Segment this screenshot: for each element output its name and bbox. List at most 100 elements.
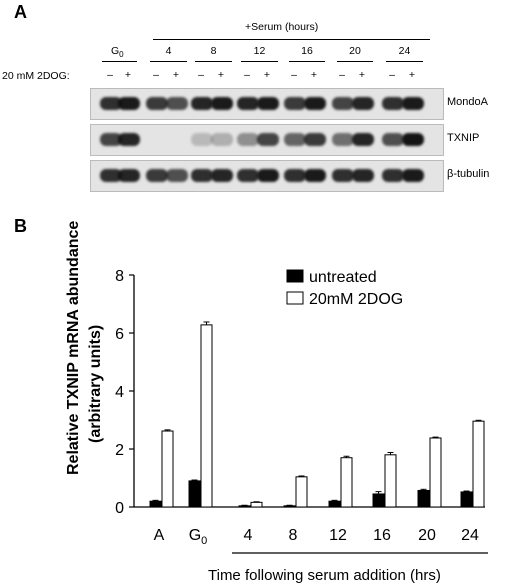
band [118,133,140,146]
bar-2dog [472,420,485,508]
band [352,133,374,146]
time-point-label: 4 [165,45,172,57]
y-tick-label: 2 [115,442,124,459]
bar-untreated [238,505,251,508]
band [100,169,122,182]
band [304,169,326,182]
blot-label-tubulin: β-tubulin [447,168,490,180]
lane-sign: + [172,69,180,81]
x-axis-label: Time following serum addition (hrs) [208,567,441,584]
lane-sign: + [263,69,271,81]
lane-sign: + [408,69,416,81]
lane-sign: – [389,69,395,81]
lane-group-underline [289,61,325,62]
y-axis-label: Relative TXNIP mRNA abundance [65,221,82,475]
lane-group-underline [195,61,232,62]
band [166,169,188,182]
lane-group-underline [386,61,423,62]
y-tick-label: 6 [115,326,124,343]
g0-subscript: 0 [201,535,207,547]
g0-lane-label: G0 [111,45,124,60]
x-tick-label: G0 [189,527,208,547]
band [211,97,233,110]
lane-group-underline [241,61,278,62]
legend-swatch [286,269,304,283]
bar-untreated [372,493,385,508]
time-point-label: 8 [210,45,217,57]
bar-2dog [340,457,353,508]
x-tick-label: 24 [461,527,479,544]
band [237,169,259,182]
band [257,133,279,146]
bar-untreated [149,500,162,508]
band [332,97,354,110]
band [352,97,374,110]
blot-label-txnip: TXNIP [447,132,480,144]
bar-2dog [200,324,213,508]
panel-a-label: A [14,2,27,22]
bar-untreated [283,505,296,508]
band [402,133,424,146]
blot-label-mondoa: MondoA [447,96,488,108]
bar-untreated [460,491,473,508]
band [257,97,279,110]
band [332,169,354,182]
band [382,169,404,182]
band [382,133,404,146]
lane-sign: – [339,69,345,81]
band [100,133,122,146]
band [146,169,168,182]
band [191,169,213,182]
band [284,133,306,146]
legend-label: untreated [309,269,377,286]
lane-sign: – [244,69,250,81]
lane-group-underline [102,61,137,62]
x-tick-label: A [154,527,165,544]
lane-sign: – [198,69,204,81]
lane-sign: – [291,69,297,81]
bar-2dog [384,454,397,508]
x-tick-label: 4 [244,527,253,544]
time-point-label: 24 [398,45,411,57]
band [166,97,188,110]
band [237,97,259,110]
lane-sign: + [310,69,318,81]
band [237,133,259,146]
treatment-label: 20 mM 2DOG: [2,70,70,82]
lane-group-underline [337,61,373,62]
lane-sign: + [217,69,225,81]
bar-untreated [328,500,341,508]
bar-untreated [417,489,430,508]
serum-header: +Serum (hours) [245,21,319,33]
y-tick-label: 8 [115,268,124,285]
lane-sign: – [107,69,113,81]
x-tick-label: 8 [289,527,298,544]
bar-untreated [188,480,201,508]
serum-header-line [153,39,430,40]
band [284,169,306,182]
panel-b-label: B [14,216,27,236]
band [352,169,374,182]
bar-2dog [250,501,263,508]
legend-swatch [286,291,304,305]
band [211,133,233,146]
y-tick-label: 0 [115,500,124,517]
band [211,169,233,182]
band [118,169,140,182]
y-axis-label-units: (arbitrary units) [87,325,104,443]
band [191,133,213,146]
band [382,97,404,110]
blot-tubulin [90,160,444,192]
legend-label: 20mM 2DOG [309,291,403,308]
bar-2dog [161,430,174,508]
bar-2dog [429,437,442,508]
band [191,97,213,110]
band [402,169,424,182]
g0-letter: G [189,527,201,544]
band [146,97,168,110]
y-tick-label: 4 [115,384,124,401]
blot-txnip [90,124,444,156]
bar-2dog [295,476,308,508]
x-tick-label: 12 [329,527,347,544]
